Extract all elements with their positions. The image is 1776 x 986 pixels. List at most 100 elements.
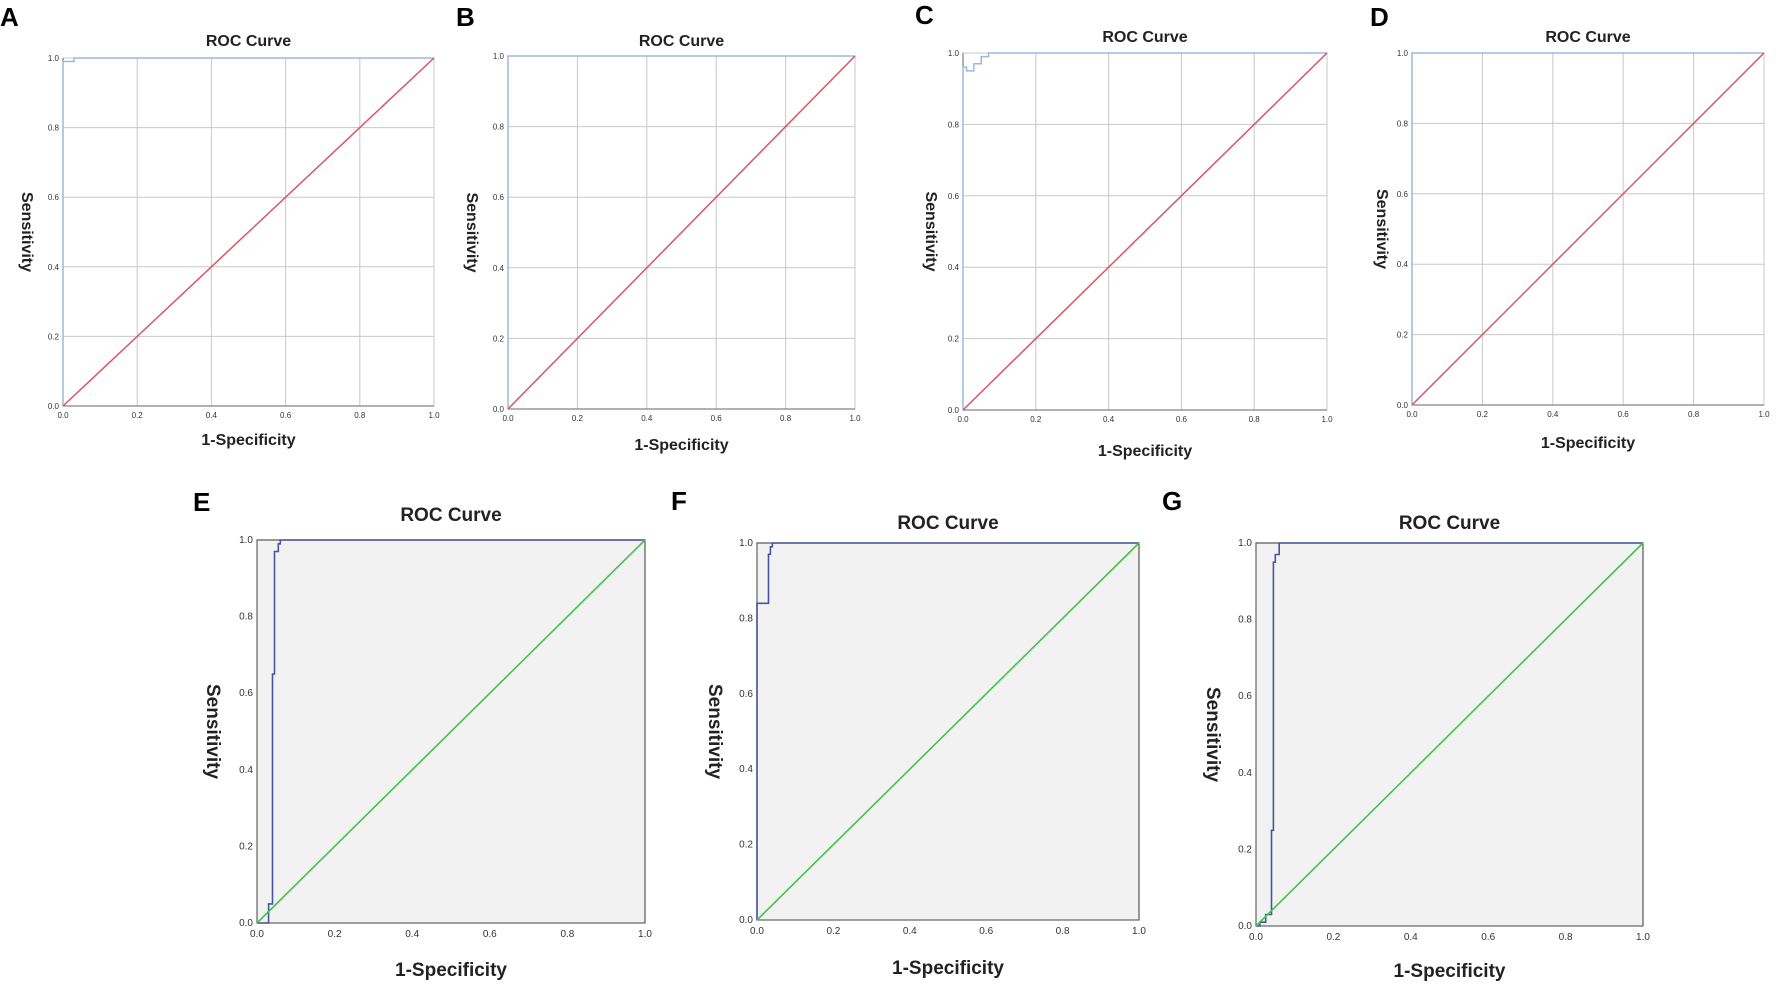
reference-line [62, 57, 435, 407]
x-tick-label: 0.6 [280, 411, 292, 420]
x-tick-label: 0.4 [903, 926, 917, 937]
y-tick-label: 0.0 [1397, 401, 1409, 410]
y-tick-label: 1.0 [493, 52, 505, 61]
y-tick-label: 0.4 [48, 263, 60, 272]
y-tick-label: 0.8 [1397, 119, 1409, 128]
x-tick-label: 0.6 [483, 929, 497, 940]
x-tick-label: 0.8 [780, 414, 792, 423]
roc-panel-f: F 0.0 0.2 0.4 0.6 0.8 1.0 0.0 0.2 0.4 0.6 0.8 1.0 ROC… [671, 486, 1146, 979]
y-tick-label: 0.0 [493, 405, 505, 414]
x-tick-label: 0.8 [1688, 410, 1700, 419]
roc-panel-c: C 0.0 0.2 0.4 0.6 0.8 1.0 0.0 0.2 0.4 0.6 0.8 1.0 ROC… [915, 0, 1333, 460]
y-tick-label: 0.4 [493, 264, 505, 273]
reference-line [1411, 52, 1765, 406]
x-tick-label: 0.4 [1103, 415, 1115, 424]
roc-panel-d: D 0.0 0.2 0.4 0.6 0.8 1.0 0.0 0.2 0.4 0.6 0.8 1.0 ROC… [1370, 2, 1770, 452]
y-tick-label: 0.4 [739, 764, 753, 775]
chart-title: ROC Curve [400, 505, 501, 526]
roc-curve-line [62, 57, 434, 406]
x-tick-label: 0.4 [1404, 932, 1418, 943]
y-tick-label: 0.0 [239, 918, 253, 929]
x-tick-label: 0.0 [1249, 932, 1263, 943]
y-tick-label: 0.0 [1238, 921, 1252, 932]
x-tick-label: 0.2 [1477, 410, 1489, 419]
y-tick-label: 0.0 [48, 402, 60, 411]
panel-label: B [456, 2, 475, 32]
y-tick-label: 0.8 [1238, 615, 1252, 626]
x-tick-label: 1.0 [849, 414, 861, 423]
panel-label: E [193, 487, 210, 517]
reference-line [507, 55, 856, 410]
x-tick-label: 0.8 [1249, 415, 1261, 424]
y-tick-label: 1.0 [48, 54, 60, 63]
x-tick-label: 0.2 [328, 929, 342, 940]
roc-panel-e: E 0.0 0.2 0.4 0.6 0.8 1.0 0.0 0.2 0.4 0.6 0.8 1.0 ROC… [193, 487, 652, 981]
x-tick-label: 0.6 [1481, 932, 1495, 943]
y-tick-label: 0.0 [948, 406, 960, 415]
y-tick-label: 0.4 [948, 263, 960, 272]
x-axis-label: 1-Specificity [395, 960, 507, 981]
y-tick-label: 1.0 [239, 535, 253, 546]
y-axis-label: Sensitivity [1373, 189, 1390, 269]
reference-line [962, 52, 1328, 411]
x-tick-label: 0.0 [957, 415, 969, 424]
x-tick-label: 0.6 [1618, 410, 1630, 419]
reference-line [256, 539, 646, 924]
x-axis-label: 1-Specificity [1394, 961, 1506, 982]
x-tick-label: 1.0 [428, 411, 440, 420]
y-tick-label: 0.2 [493, 334, 505, 343]
x-tick-label: 0.6 [979, 926, 993, 937]
y-tick-label: 1.0 [1397, 49, 1409, 58]
x-tick-label: 0.4 [405, 929, 419, 940]
panel-label: C [915, 0, 934, 30]
chart-title: ROC Curve [639, 33, 724, 50]
y-axis-label: Sensitivity [202, 684, 223, 779]
roc-curve-line [507, 55, 855, 409]
y-axis-label: Sensitivity [704, 684, 725, 779]
y-tick-label: 0.2 [1397, 331, 1409, 340]
y-tick-label: 0.4 [239, 765, 253, 776]
x-tick-label: 0.0 [1406, 410, 1418, 419]
y-tick-label: 0.6 [1397, 190, 1409, 199]
y-tick-label: 0.8 [239, 612, 253, 623]
panel-label: G [1162, 486, 1182, 516]
y-tick-label: 0.2 [48, 332, 60, 341]
x-tick-label: 1.0 [1758, 410, 1770, 419]
x-tick-label: 0.4 [206, 411, 218, 420]
y-tick-label: 0.8 [739, 613, 753, 624]
x-tick-label: 1.0 [638, 929, 652, 940]
x-tick-label: 0.8 [1559, 932, 1573, 943]
y-tick-label: 0.6 [948, 192, 960, 201]
x-tick-label: 0.2 [826, 926, 840, 937]
y-tick-label: 0.8 [493, 123, 505, 132]
panel-label: A [0, 2, 19, 32]
roc-curve-line [257, 539, 645, 924]
chart-title: ROC Curve [897, 513, 998, 534]
x-tick-label: 0.8 [560, 929, 574, 940]
x-tick-label: 1.0 [1636, 932, 1650, 943]
roc-panel-a: A 0.0 0.2 0.4 0.6 0.8 1.0 0.0 0.2 0.4 0.6 0.8 1.0 ROC… [0, 2, 440, 449]
y-tick-label: 0.8 [948, 120, 960, 129]
y-tick-label: 0.6 [493, 193, 505, 202]
y-axis-label: Sensitivity [18, 192, 35, 272]
y-axis-label: Sensitivity [463, 192, 480, 272]
y-tick-label: 0.6 [1238, 691, 1252, 702]
x-tick-label: 0.8 [1056, 926, 1070, 937]
chart-title: ROC Curve [1399, 513, 1500, 534]
x-tick-label: 0.2 [132, 411, 144, 420]
y-tick-label: 0.2 [239, 841, 253, 852]
x-axis-label: 1-Specificity [634, 437, 728, 454]
reference-line [1255, 542, 1644, 927]
roc-curve-line [1411, 52, 1764, 405]
y-tick-label: 0.2 [948, 335, 960, 344]
x-axis-label: 1-Specificity [1098, 443, 1192, 460]
x-tick-label: 0.2 [572, 414, 584, 423]
panel-label: F [671, 486, 687, 516]
y-tick-label: 0.4 [1397, 260, 1409, 269]
chart-title: ROC Curve [1545, 29, 1630, 46]
chart-title: ROC Curve [206, 33, 291, 50]
x-tick-label: 1.0 [1321, 415, 1333, 424]
roc-curve-line [756, 542, 1139, 920]
x-tick-label: 0.6 [1176, 415, 1188, 424]
